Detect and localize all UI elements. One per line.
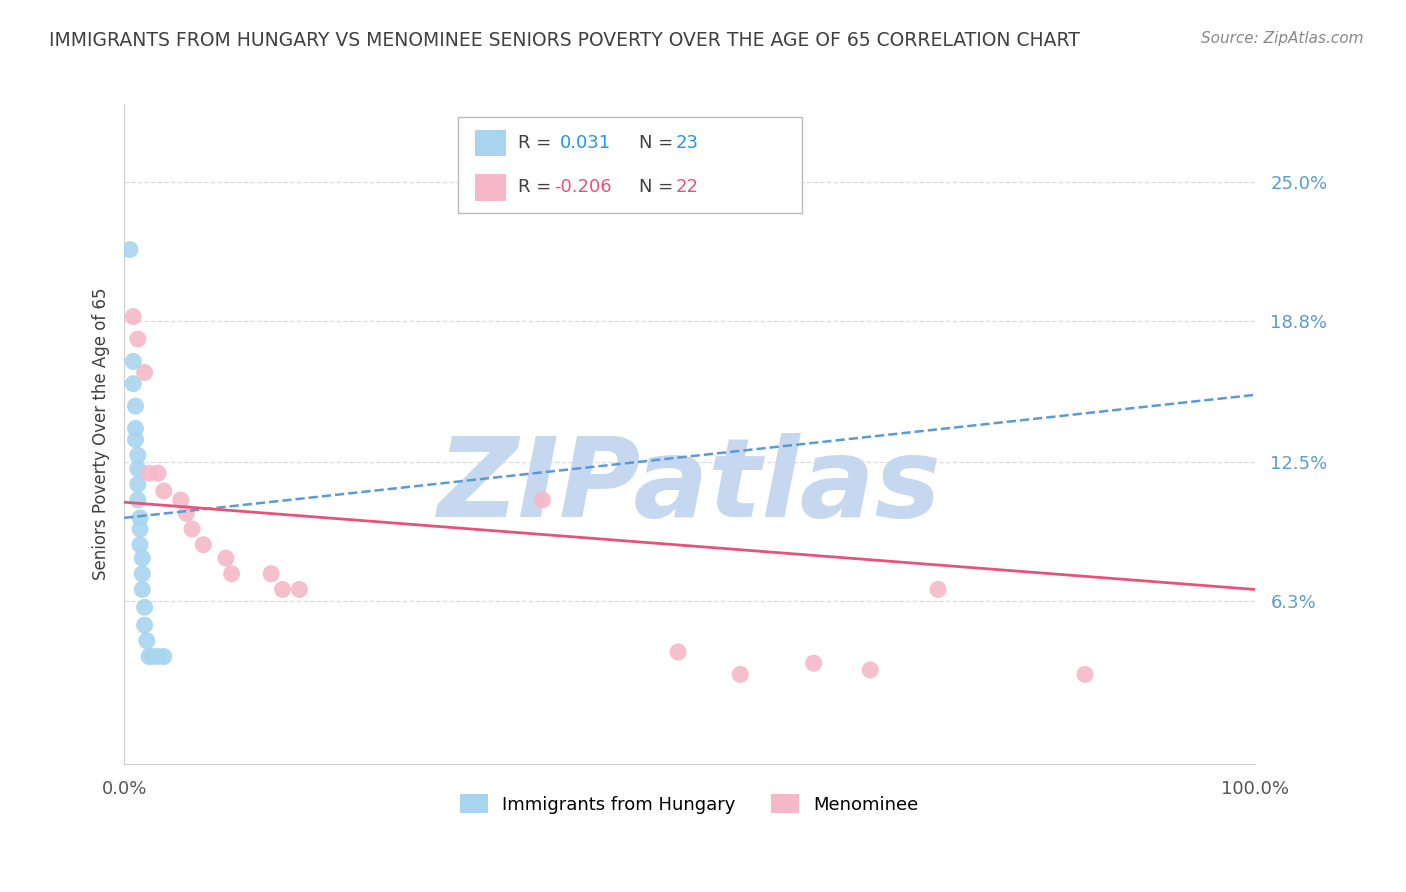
- Point: [859, 663, 882, 677]
- Point: [1074, 667, 1097, 681]
- Point: [122, 354, 145, 368]
- Point: [803, 657, 825, 671]
- Point: [170, 493, 193, 508]
- Point: [131, 551, 153, 566]
- Point: [127, 448, 149, 462]
- Point: [152, 649, 174, 664]
- Point: [124, 421, 146, 435]
- Point: [138, 649, 160, 664]
- Point: [127, 493, 149, 508]
- Text: N =: N =: [638, 178, 679, 196]
- Point: [221, 566, 243, 581]
- Point: [127, 477, 149, 491]
- Point: [134, 618, 156, 632]
- Point: [271, 582, 294, 597]
- Point: [122, 376, 145, 391]
- Point: [129, 538, 152, 552]
- Point: [134, 366, 156, 380]
- Point: [124, 399, 146, 413]
- Text: 23: 23: [676, 134, 699, 152]
- Point: [927, 582, 949, 597]
- Text: 22: 22: [676, 178, 699, 196]
- Point: [122, 310, 145, 324]
- Point: [118, 243, 141, 257]
- Point: [176, 507, 198, 521]
- Y-axis label: Seniors Poverty Over the Age of 65: Seniors Poverty Over the Age of 65: [93, 288, 110, 581]
- Text: ZIPatlas: ZIPatlas: [437, 434, 941, 541]
- Point: [193, 538, 215, 552]
- Point: [129, 522, 152, 536]
- Point: [138, 466, 160, 480]
- Text: 0.031: 0.031: [560, 134, 610, 152]
- Text: -0.206: -0.206: [554, 178, 612, 196]
- Point: [531, 493, 554, 508]
- FancyBboxPatch shape: [475, 174, 506, 201]
- Point: [666, 645, 689, 659]
- Point: [146, 649, 169, 664]
- Legend: Immigrants from Hungary, Menominee: Immigrants from Hungary, Menominee: [453, 787, 925, 821]
- Text: N =: N =: [638, 134, 679, 152]
- Point: [129, 511, 152, 525]
- Point: [141, 649, 163, 664]
- Point: [288, 582, 311, 597]
- Text: Source: ZipAtlas.com: Source: ZipAtlas.com: [1201, 31, 1364, 46]
- Text: IMMIGRANTS FROM HUNGARY VS MENOMINEE SENIORS POVERTY OVER THE AGE OF 65 CORRELAT: IMMIGRANTS FROM HUNGARY VS MENOMINEE SEN…: [49, 31, 1080, 50]
- Point: [134, 600, 156, 615]
- Point: [131, 582, 153, 597]
- Point: [131, 566, 153, 581]
- Point: [124, 433, 146, 447]
- Text: R =: R =: [517, 134, 557, 152]
- Point: [127, 332, 149, 346]
- FancyBboxPatch shape: [458, 118, 803, 213]
- Point: [127, 461, 149, 475]
- Point: [135, 633, 157, 648]
- Text: R =: R =: [517, 178, 557, 196]
- Point: [728, 667, 751, 681]
- Point: [181, 522, 204, 536]
- FancyBboxPatch shape: [475, 129, 506, 156]
- Point: [146, 466, 169, 480]
- Point: [260, 566, 283, 581]
- Point: [152, 483, 174, 498]
- Point: [215, 551, 238, 566]
